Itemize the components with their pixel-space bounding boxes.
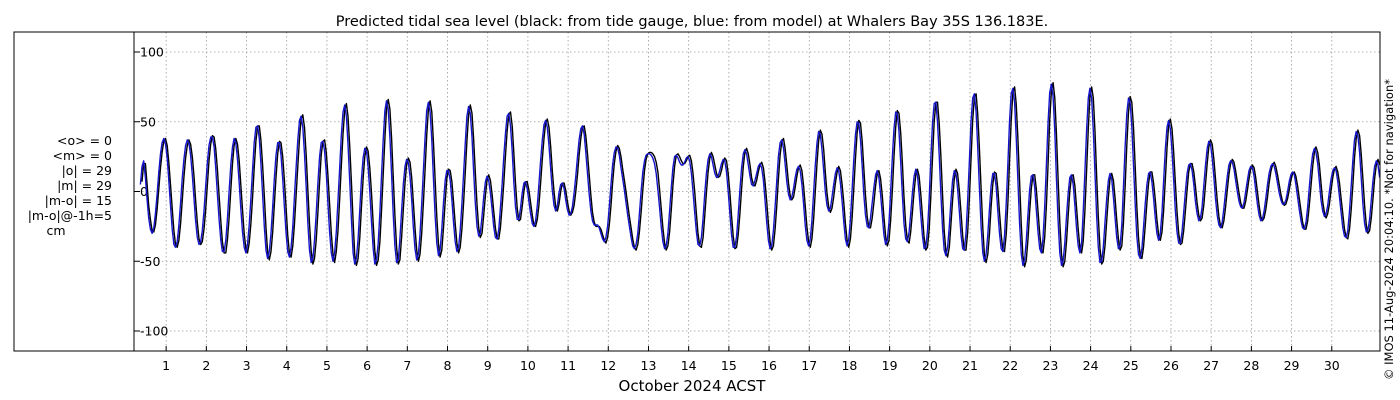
x-tick-label: 17 xyxy=(801,358,817,373)
x-tick-label: 29 xyxy=(1284,358,1300,373)
x-tick-label: 12 xyxy=(600,358,616,373)
stat-abs-observed: |o| = 29 xyxy=(61,163,112,178)
x-tick-label: 19 xyxy=(882,358,898,373)
stat-unit: cm xyxy=(46,223,66,238)
x-tick-label: 30 xyxy=(1324,358,1340,373)
stats-panel: <o> = 0 <m> = 0 |o| = 29 |m| = 29 |m-o| … xyxy=(0,133,112,238)
x-tick-label: 4 xyxy=(283,358,291,373)
y-tick-label: 50 xyxy=(140,114,156,129)
x-tick-label: 7 xyxy=(403,358,411,373)
y-axis: -100 -50 0 50 100 xyxy=(134,45,168,339)
x-tick-label: 13 xyxy=(641,358,657,373)
series-line-tide-gauge xyxy=(141,82,1381,268)
x-tick-label: 26 xyxy=(1163,358,1179,373)
y-tick-label: 0 xyxy=(140,184,148,199)
y-tick-label: 100 xyxy=(140,45,164,60)
chart-title: Predicted tidal sea level (black: from t… xyxy=(336,14,1049,30)
x-tick-label: 6 xyxy=(363,358,371,373)
x-tick-label: 2 xyxy=(202,358,210,373)
x-tick-label: 8 xyxy=(444,358,452,373)
x-tick-label: 24 xyxy=(1083,358,1099,373)
x-tick-label: 11 xyxy=(560,358,576,373)
stat-mean-observed: <o> = 0 xyxy=(57,133,112,148)
x-tick-label: 22 xyxy=(1002,358,1018,373)
stat-abs-model: |m| = 29 xyxy=(57,178,112,193)
x-tick-label: 23 xyxy=(1042,358,1058,373)
stat-abs-difference: |m-o| = 15 xyxy=(44,193,112,208)
x-tick-label: 20 xyxy=(922,358,938,373)
grid-lines xyxy=(134,32,1380,351)
x-tick-label: 10 xyxy=(520,358,536,373)
y-tick-label: -50 xyxy=(140,254,160,269)
x-tick-label: 18 xyxy=(841,358,857,373)
x-tick-label: 27 xyxy=(1203,358,1219,373)
x-tick-label: 25 xyxy=(1123,358,1139,373)
x-tick-label: 16 xyxy=(761,358,777,373)
x-tick-label: 21 xyxy=(962,358,978,373)
stat-mean-model: <m> = 0 xyxy=(52,148,113,163)
x-axis-label: October 2024 ACST xyxy=(619,377,767,395)
x-tick-label: 5 xyxy=(323,358,331,373)
x-tick-label: 9 xyxy=(484,358,492,373)
series-line-model xyxy=(139,83,1381,267)
stat-abs-difference-lag: |m-o|@-1h=5 xyxy=(27,208,112,223)
x-tick-label: 1 xyxy=(162,358,170,373)
y-tick-label: -100 xyxy=(140,324,168,339)
series-layer xyxy=(139,82,1381,268)
x-tick-label: 15 xyxy=(721,358,737,373)
plot-area xyxy=(133,31,1381,352)
x-tick-label: 3 xyxy=(243,358,251,373)
x-tick-label: 28 xyxy=(1243,358,1259,373)
x-axis: 1 2 3 4 5 6 7 8 9 10 11 12 13 14 15 16 17 18 19 20 21 22 23 24 2… xyxy=(162,346,1340,373)
side-note: © IMOS 11-Aug-2024 20:04:10. *Not for na… xyxy=(1382,79,1396,380)
x-tick-label: 14 xyxy=(681,358,697,373)
